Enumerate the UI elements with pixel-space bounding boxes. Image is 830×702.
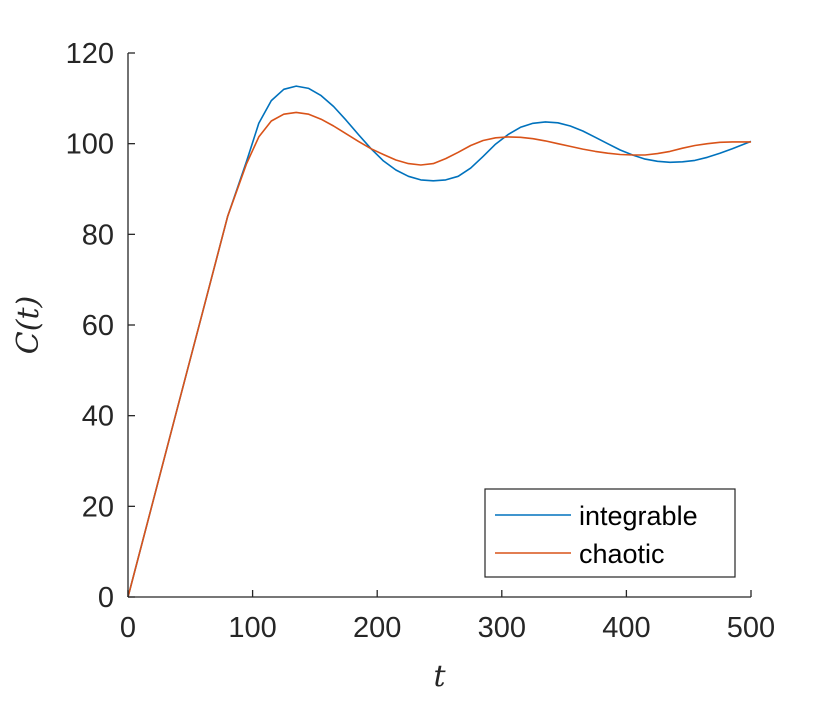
y-tick-label: 120 [66,38,114,70]
series-line-chaotic [127,111,751,598]
y-tick-label: 60 [82,310,114,342]
y-tick-label: 80 [82,219,114,251]
x-tick-label: 0 [120,612,136,644]
x-tick-label: 400 [602,612,650,644]
x-tick-label: 300 [478,612,526,644]
legend-box [484,488,736,578]
y-tick-label: 20 [82,491,114,523]
y-tick-label: 0 [98,582,114,614]
x-tick-label: 200 [353,612,401,644]
x-tick-label: 100 [228,612,276,644]
x-axis-title: t [433,659,446,694]
series-line-integrable [127,85,752,598]
x-ticks: 0 100 200 300 400 500 [120,590,775,644]
legend-label: integrable [579,501,698,531]
legend-label: chaotic [579,539,665,569]
x-tick-label: 500 [727,612,775,644]
y-ticks: 0 20 40 60 80 100 120 [66,38,135,614]
series-layer [127,85,752,598]
y-axis-title: C(t) [11,296,46,354]
legend: integrable chaotic [484,488,736,578]
y-tick-label: 100 [66,129,114,161]
y-tick-label: 40 [82,401,114,433]
